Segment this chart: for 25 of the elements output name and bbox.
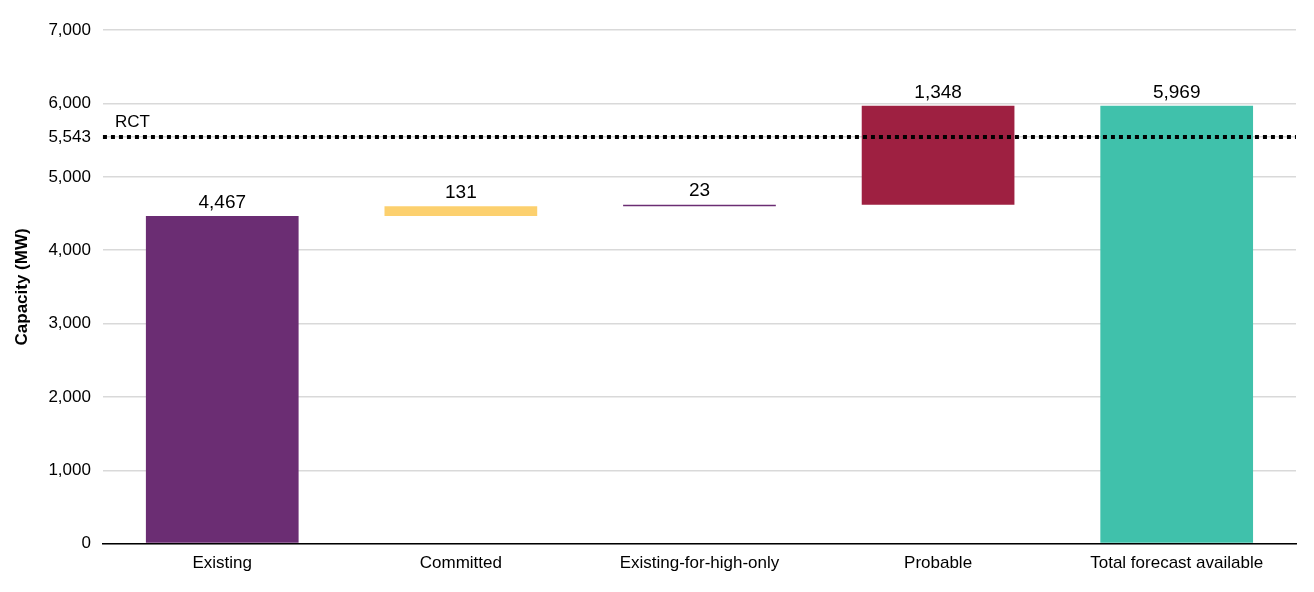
bar — [861, 105, 1015, 205]
y-tick-label: 5,543 — [48, 126, 91, 146]
x-tick-label: Existing — [192, 553, 253, 573]
data-label: 23 — [688, 179, 711, 201]
x-tick-label: Existing-for-high-only — [619, 553, 780, 573]
data-label: 1,348 — [914, 80, 962, 102]
y-tick-label: 6,000 — [48, 93, 91, 113]
y-tick-label: 3,000 — [48, 313, 91, 333]
y-tick-label: 5,000 — [48, 166, 91, 186]
x-tick-label: Committed — [419, 553, 502, 573]
bar — [384, 206, 538, 216]
y-tick-label: 2,000 — [48, 386, 91, 406]
x-tick-label: Total forecast available — [1090, 553, 1264, 573]
data-label: 5,969 — [1152, 80, 1201, 102]
y-axis-title: Capacity (MW) — [11, 228, 31, 346]
x-tick-label: Probable — [904, 553, 973, 573]
bar — [145, 215, 299, 543]
data-label: 4,467 — [198, 190, 247, 212]
ref-line-label: RCT — [114, 112, 150, 132]
y-tick-label: 7,000 — [48, 19, 91, 39]
data-label: 131 — [445, 181, 477, 203]
y-tick-label: 1,000 — [48, 459, 91, 479]
bar — [1100, 105, 1254, 543]
y-tick-label: 4,000 — [48, 239, 91, 259]
y-tick-label: 0 — [81, 533, 91, 553]
